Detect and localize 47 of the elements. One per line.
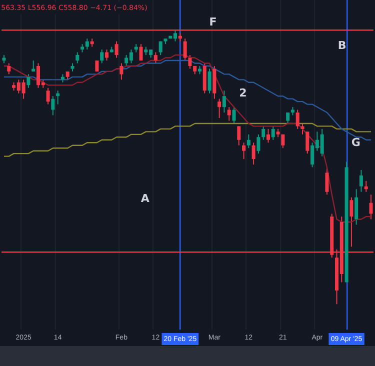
candlestick bbox=[306, 131, 310, 154]
candlestick bbox=[325, 166, 329, 196]
candlestick bbox=[188, 54, 192, 70]
candlestick bbox=[286, 112, 290, 124]
annotation: 2 bbox=[239, 86, 247, 100]
candlestick bbox=[85, 38, 89, 50]
candlestick bbox=[120, 62, 124, 80]
candlestick bbox=[242, 142, 246, 160]
candlestick bbox=[76, 52, 80, 64]
annotation: A bbox=[140, 192, 150, 205]
candlestick bbox=[364, 180, 368, 192]
candlestick bbox=[51, 96, 55, 116]
candlestick bbox=[56, 90, 60, 105]
candlestick bbox=[271, 126, 275, 140]
candlestick bbox=[139, 44, 143, 61]
candlestick bbox=[281, 134, 285, 149]
candlestick bbox=[350, 196, 354, 248]
candlestick bbox=[104, 49, 109, 61]
annotation: G bbox=[351, 136, 360, 149]
candlestick bbox=[237, 126, 241, 146]
candlestick bbox=[208, 68, 212, 94]
candlestick bbox=[158, 40, 162, 56]
candlestick bbox=[232, 106, 236, 124]
candlestick bbox=[359, 170, 363, 192]
candlestick bbox=[296, 109, 300, 130]
candlestick bbox=[114, 40, 118, 58]
candlestick bbox=[95, 60, 99, 72]
candlestick bbox=[32, 60, 36, 72]
candlestick bbox=[252, 142, 256, 166]
candlestick bbox=[7, 62, 11, 75]
candlestick bbox=[218, 98, 222, 118]
candlestick bbox=[227, 106, 231, 122]
candlestick bbox=[183, 38, 187, 61]
candlestick bbox=[46, 87, 50, 105]
candlestick bbox=[266, 128, 270, 144]
candlestick bbox=[26, 74, 30, 88]
candlestick bbox=[369, 194, 373, 220]
candlestick bbox=[256, 134, 260, 154]
candlestick bbox=[300, 122, 304, 135]
text: F bbox=[209, 16, 217, 29]
candlestick bbox=[262, 126, 266, 140]
candlestick bbox=[100, 49, 104, 64]
candlestick bbox=[154, 52, 158, 64]
candlestick bbox=[222, 90, 226, 114]
candlestick bbox=[246, 134, 250, 149]
annotation: B bbox=[338, 38, 346, 52]
candlestick bbox=[354, 188, 358, 226]
